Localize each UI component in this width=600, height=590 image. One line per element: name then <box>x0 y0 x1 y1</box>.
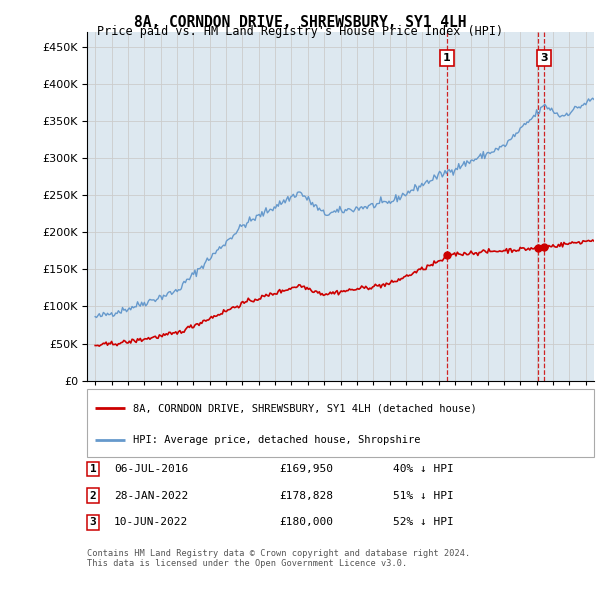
Text: 06-JUL-2016: 06-JUL-2016 <box>114 464 188 474</box>
Text: Contains HM Land Registry data © Crown copyright and database right 2024.: Contains HM Land Registry data © Crown c… <box>87 549 470 558</box>
Text: 1: 1 <box>443 53 451 63</box>
Text: 8A, CORNDON DRIVE, SHREWSBURY, SY1 4LH (detached house): 8A, CORNDON DRIVE, SHREWSBURY, SY1 4LH (… <box>133 404 476 414</box>
Text: 8A, CORNDON DRIVE, SHREWSBURY, SY1 4LH: 8A, CORNDON DRIVE, SHREWSBURY, SY1 4LH <box>134 15 466 30</box>
Text: Price paid vs. HM Land Registry's House Price Index (HPI): Price paid vs. HM Land Registry's House … <box>97 25 503 38</box>
Text: 51% ↓ HPI: 51% ↓ HPI <box>393 491 454 500</box>
Text: 1: 1 <box>89 464 97 474</box>
Text: 10-JUN-2022: 10-JUN-2022 <box>114 517 188 527</box>
Text: £178,828: £178,828 <box>279 491 333 500</box>
Text: 52% ↓ HPI: 52% ↓ HPI <box>393 517 454 527</box>
Text: 40% ↓ HPI: 40% ↓ HPI <box>393 464 454 474</box>
Text: HPI: Average price, detached house, Shropshire: HPI: Average price, detached house, Shro… <box>133 435 420 445</box>
Text: £180,000: £180,000 <box>279 517 333 527</box>
Text: 2: 2 <box>89 491 97 500</box>
Text: 3: 3 <box>540 53 548 63</box>
Text: 3: 3 <box>89 517 97 527</box>
FancyBboxPatch shape <box>87 389 594 457</box>
Text: £169,950: £169,950 <box>279 464 333 474</box>
Text: This data is licensed under the Open Government Licence v3.0.: This data is licensed under the Open Gov… <box>87 559 407 568</box>
Text: 28-JAN-2022: 28-JAN-2022 <box>114 491 188 500</box>
